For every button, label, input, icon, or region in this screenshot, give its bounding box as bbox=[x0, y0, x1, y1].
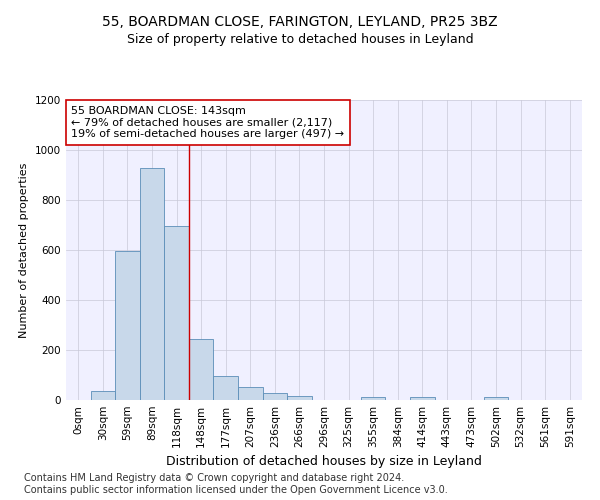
X-axis label: Distribution of detached houses by size in Leyland: Distribution of detached houses by size … bbox=[166, 456, 482, 468]
Text: 55, BOARDMAN CLOSE, FARINGTON, LEYLAND, PR25 3BZ: 55, BOARDMAN CLOSE, FARINGTON, LEYLAND, … bbox=[102, 15, 498, 29]
Text: 55 BOARDMAN CLOSE: 143sqm
← 79% of detached houses are smaller (2,117)
19% of se: 55 BOARDMAN CLOSE: 143sqm ← 79% of detac… bbox=[71, 106, 344, 139]
Bar bbox=[140, 168, 164, 400]
Bar bbox=[189, 339, 214, 400]
Text: Contains HM Land Registry data © Crown copyright and database right 2024.
Contai: Contains HM Land Registry data © Crown c… bbox=[24, 474, 448, 495]
Bar bbox=[361, 397, 385, 400]
Bar bbox=[263, 393, 287, 400]
Bar bbox=[238, 387, 263, 400]
Bar bbox=[164, 226, 189, 400]
Bar bbox=[115, 251, 140, 400]
Text: Size of property relative to detached houses in Leyland: Size of property relative to detached ho… bbox=[127, 32, 473, 46]
Bar bbox=[214, 376, 238, 400]
Bar bbox=[484, 397, 508, 400]
Bar bbox=[287, 396, 312, 400]
Bar bbox=[91, 391, 115, 400]
Y-axis label: Number of detached properties: Number of detached properties bbox=[19, 162, 29, 338]
Bar bbox=[410, 397, 434, 400]
